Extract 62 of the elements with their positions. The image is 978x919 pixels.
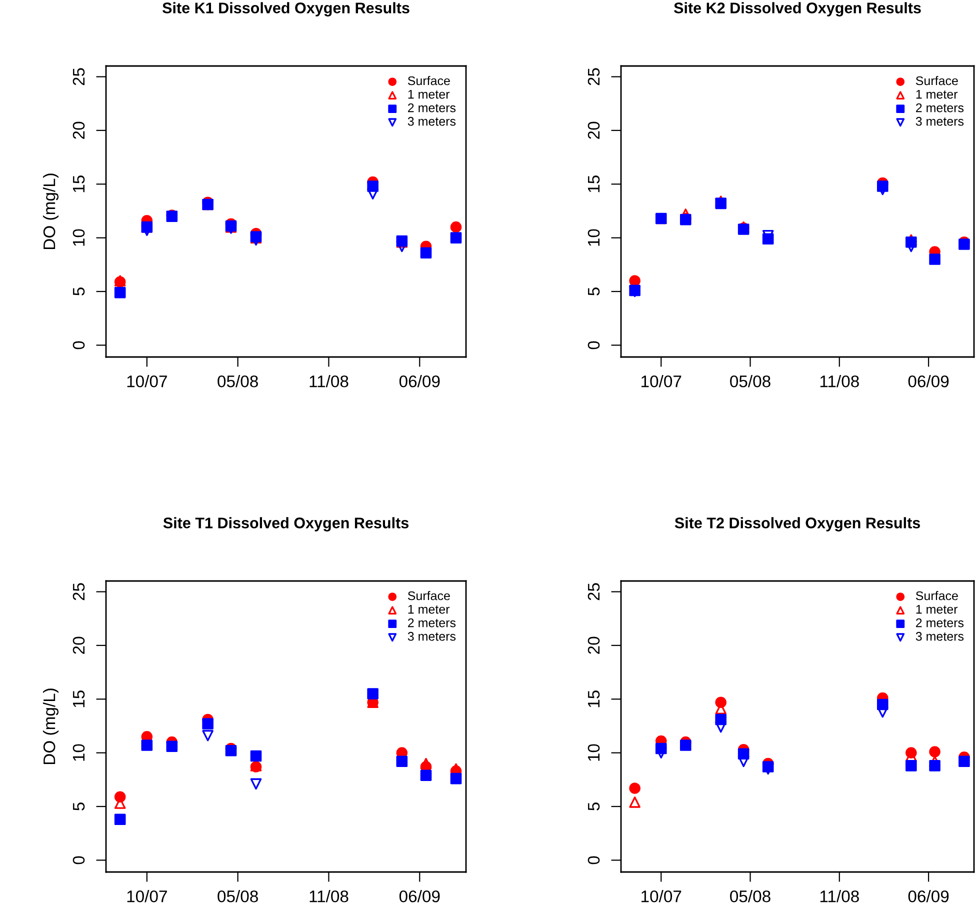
y-tick-label: 5 <box>588 288 600 296</box>
y-tick-label: 0 <box>588 341 600 350</box>
legend-label: 2 meters <box>408 618 456 628</box>
legend-label: 1 meter <box>916 90 958 99</box>
legend-label: 1 meter <box>408 604 450 614</box>
x-tick-label: 10/07 <box>642 890 682 902</box>
chart-title: Site K2 Dissolved Oxygen Results <box>674 2 921 16</box>
legend-label: Surface <box>916 76 958 86</box>
y-tick-label: 0 <box>72 856 85 864</box>
legend-label: 1 meter <box>408 90 450 99</box>
chart-title: Site T1 Dissolved Oxygen Results <box>163 517 408 532</box>
x-tick-label: 10/07 <box>127 375 167 388</box>
legend-label: 2 meters <box>916 103 964 112</box>
y-tick-label: 10 <box>588 229 600 246</box>
y-tick-label: 20 <box>72 636 85 654</box>
x-tick-label: 05/08 <box>730 375 770 388</box>
y-tick-label: 25 <box>72 68 85 86</box>
y-axis-title: DO (mg/L) <box>42 174 59 250</box>
y-tick-label: 20 <box>72 122 85 139</box>
y-tick-label: 15 <box>588 176 600 192</box>
y-tick-label: 5 <box>73 288 85 296</box>
legend-label: 3 meters <box>916 632 964 641</box>
y-tick-label: 15 <box>588 690 600 708</box>
y-axis-title: DO (mg/L) <box>42 688 59 764</box>
x-tick-label: 11/08 <box>820 890 859 902</box>
legend-label: 1 meter <box>916 604 958 614</box>
x-tick-label: 11/08 <box>820 375 859 388</box>
x-tick-label: 05/08 <box>218 890 258 902</box>
legend-label: Surface <box>916 591 958 600</box>
x-tick-label: 06/09 <box>908 890 949 902</box>
y-tick-label: 10 <box>72 229 85 246</box>
y-tick-label: 0 <box>72 341 85 350</box>
legend-label: 3 meters <box>408 116 456 126</box>
x-tick-label: 10/07 <box>642 375 682 388</box>
x-tick-label: 06/09 <box>399 890 440 902</box>
legend-label: 3 meters <box>916 116 964 126</box>
y-tick-label: 5 <box>73 802 85 810</box>
x-tick-label: 10/07 <box>127 890 167 902</box>
x-tick-label: 06/09 <box>908 375 949 388</box>
legend-label: Surface <box>408 76 450 86</box>
x-tick-label: 11/08 <box>310 375 348 388</box>
y-tick-label: 15 <box>73 690 85 708</box>
y-tick-label: 25 <box>72 583 85 600</box>
y-tick-label: 5 <box>588 802 600 810</box>
legend-label: 2 meters <box>916 618 964 628</box>
y-tick-label: 0 <box>588 856 600 864</box>
y-tick-label: 10 <box>588 744 600 761</box>
x-tick-label: 11/08 <box>310 890 348 902</box>
legend-label: 3 meters <box>408 632 456 641</box>
x-tick-label: 06/09 <box>399 375 440 388</box>
x-tick-label: 05/08 <box>730 890 770 902</box>
y-tick-label: 20 <box>588 636 600 654</box>
y-tick-label: 15 <box>73 176 85 192</box>
legend-label: Surface <box>408 591 450 600</box>
chart-title: Site K1 Dissolved Oxygen Results <box>162 2 410 16</box>
y-tick-label: 25 <box>588 583 600 600</box>
legend-label: 2 meters <box>408 103 456 112</box>
y-tick-label: 25 <box>588 68 600 86</box>
y-tick-label: 20 <box>588 122 600 139</box>
chart-title: Site T2 Dissolved Oxygen Results <box>674 517 920 532</box>
x-tick-label: 05/08 <box>218 375 258 388</box>
y-tick-label: 10 <box>72 744 85 761</box>
